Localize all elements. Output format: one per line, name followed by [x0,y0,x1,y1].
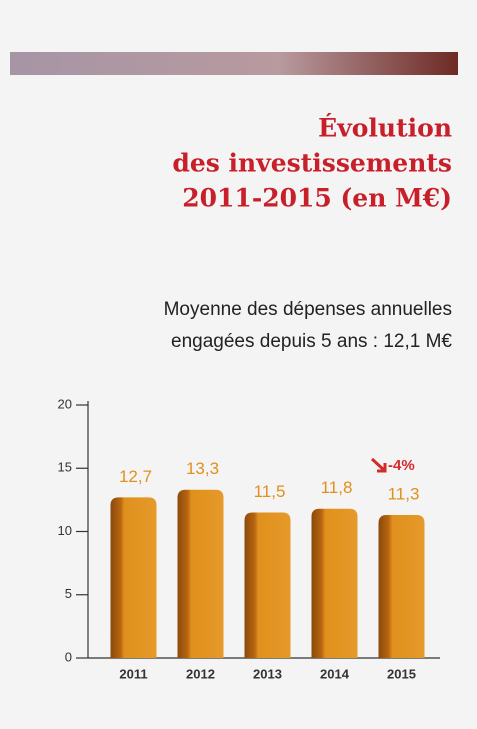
subtitle: engagées depuis 5 ans : 12,1 M€ [171,331,452,352]
value-label: 11,5 [254,482,286,501]
bar [244,512,291,658]
chart-title: 2011-2015 (en M€) [182,184,452,213]
x-tick-label: 2015 [387,666,416,681]
y-tick-label: 0 [65,649,72,664]
chart-title: Évolution [318,114,452,143]
x-tick-label: 2011 [119,666,147,681]
value-label: 13,3 [186,459,219,478]
y-tick-label: 10 [58,523,72,538]
value-label: 12,7 [119,467,152,486]
bar [311,508,358,658]
y-tick-label: 20 [58,396,72,411]
y-tick-label: 15 [58,460,72,475]
x-tick-label: 2013 [253,666,282,681]
bar [177,489,224,658]
x-tick-label: 2014 [320,666,350,681]
bar [110,497,157,658]
value-label: 11,8 [321,478,353,497]
bar [378,515,425,658]
value-label: 11,3 [388,485,420,504]
y-tick-label: 5 [65,586,72,601]
x-tick-label: 2012 [186,666,215,681]
header-band [10,52,458,75]
subtitle: Moyenne des dépenses annuelles [164,299,452,320]
chart-title: des investissements [172,149,452,178]
annotation: -4% [388,457,415,474]
down-arrow [370,457,387,473]
